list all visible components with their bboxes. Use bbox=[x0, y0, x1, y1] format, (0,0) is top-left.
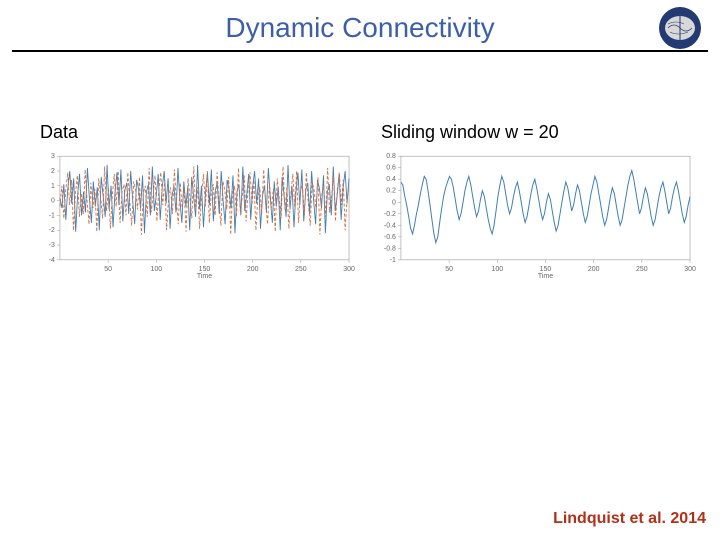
svg-text:0.6: 0.6 bbox=[386, 165, 396, 172]
title-underline bbox=[12, 50, 708, 52]
svg-text:200: 200 bbox=[588, 266, 600, 273]
svg-text:-1: -1 bbox=[390, 257, 396, 264]
svg-text:Time: Time bbox=[197, 273, 212, 280]
svg-text:0.4: 0.4 bbox=[386, 176, 396, 183]
svg-text:2: 2 bbox=[51, 168, 55, 175]
svg-text:150: 150 bbox=[540, 266, 552, 273]
svg-text:-4: -4 bbox=[49, 257, 55, 264]
right-chart: -1 -0.8 -0.6 -0.4 -0.2 0 0.2 0.4 0.6 0.8 50 100 150 2… bbox=[377, 150, 696, 280]
svg-text:250: 250 bbox=[636, 266, 648, 273]
svg-text:300: 300 bbox=[684, 266, 696, 273]
svg-text:50: 50 bbox=[445, 266, 453, 273]
svg-text:1: 1 bbox=[51, 183, 55, 190]
left-chart: -4 -3 -2 -1 0 1 2 3 50 100 150 200 250 300 Time bbox=[36, 150, 355, 280]
svg-text:150: 150 bbox=[199, 266, 211, 273]
svg-text:50: 50 bbox=[104, 266, 112, 273]
svg-text:3: 3 bbox=[51, 153, 55, 160]
svg-text:300: 300 bbox=[343, 266, 355, 273]
svg-text:0: 0 bbox=[51, 198, 55, 205]
brain-logo-icon bbox=[658, 6, 702, 50]
left-panel-label: Data bbox=[40, 122, 78, 143]
citation: Lindquist et al. 2014 bbox=[553, 510, 706, 528]
svg-text:-1: -1 bbox=[49, 212, 55, 219]
left-panel: Data -4-3-2-1012350100150200250300Time bbox=[36, 150, 355, 280]
svg-text:-0.8: -0.8 bbox=[384, 245, 396, 252]
svg-text:0.8: 0.8 bbox=[386, 153, 396, 160]
svg-text:-0.2: -0.2 bbox=[384, 211, 396, 218]
svg-text:-0.6: -0.6 bbox=[384, 234, 396, 241]
right-panel: Sliding window w = 20 -1-0.8-0.6-0.4-0.2… bbox=[377, 150, 696, 280]
svg-text:250: 250 bbox=[295, 266, 307, 273]
svg-text:-0.4: -0.4 bbox=[384, 222, 396, 229]
svg-text:0.2: 0.2 bbox=[386, 188, 396, 195]
svg-text:0: 0 bbox=[392, 199, 396, 206]
svg-text:-2: -2 bbox=[49, 227, 55, 234]
svg-text:100: 100 bbox=[150, 266, 162, 273]
svg-text:100: 100 bbox=[491, 266, 503, 273]
right-panel-label: Sliding window w = 20 bbox=[381, 122, 559, 143]
svg-text:-3: -3 bbox=[49, 242, 55, 249]
svg-text:Time: Time bbox=[538, 273, 553, 280]
page-title: Dynamic Connectivity bbox=[225, 12, 494, 44]
svg-text:200: 200 bbox=[247, 266, 259, 273]
